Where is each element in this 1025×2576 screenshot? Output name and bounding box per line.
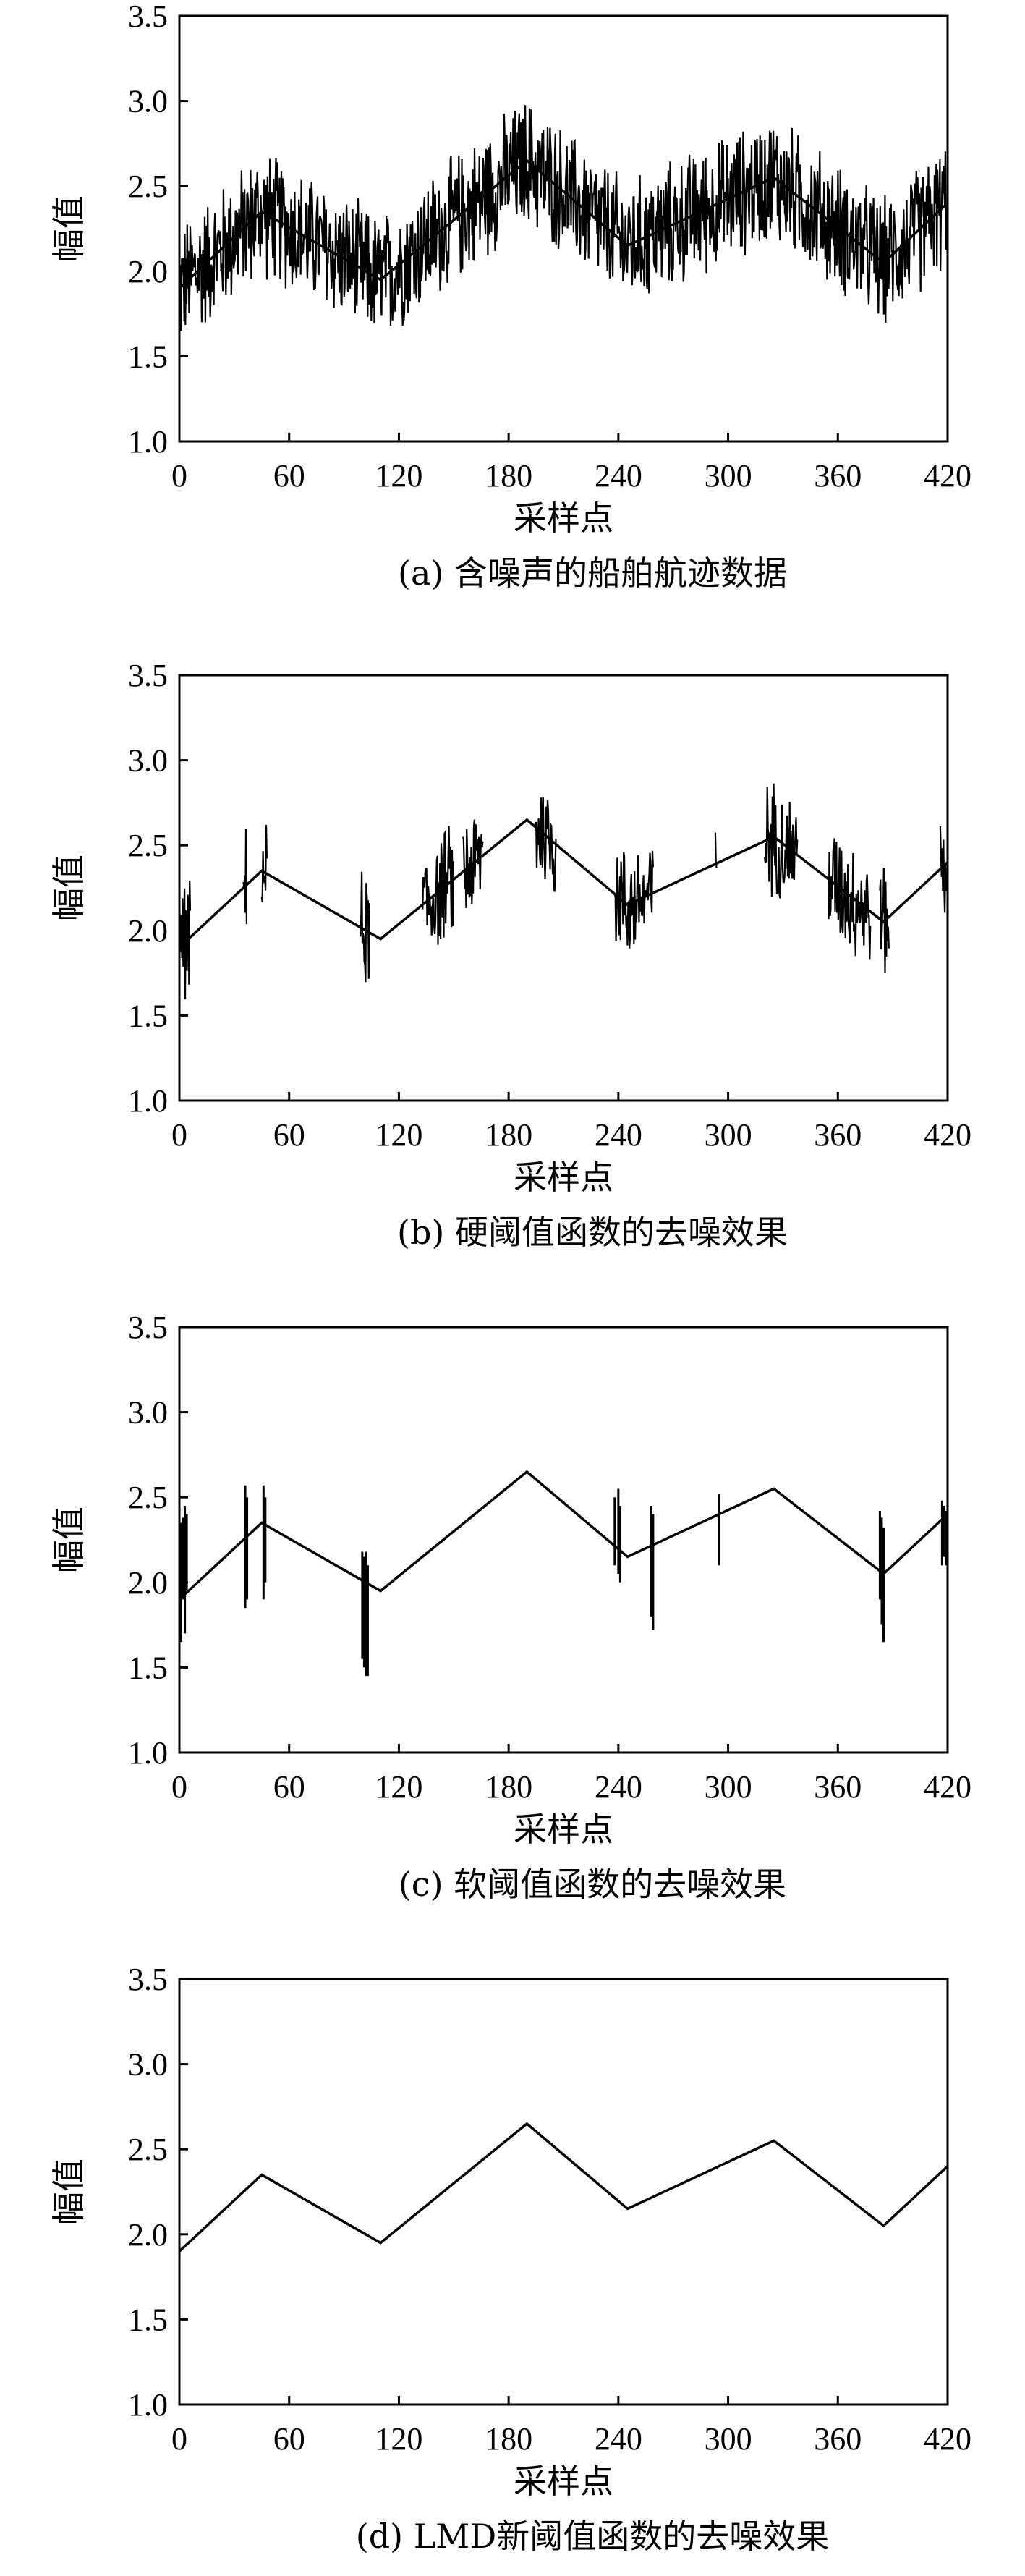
x-tick-label: 60 bbox=[273, 1769, 305, 1805]
noise-cluster-path bbox=[764, 783, 799, 899]
x-tick-label: 0 bbox=[171, 1117, 187, 1153]
y-tick-label: 1.5 bbox=[128, 1650, 168, 1685]
x-tick-label: 360 bbox=[814, 458, 862, 493]
x-tick-label: 60 bbox=[273, 1117, 305, 1153]
chart-panel-1: 1.0 1.5 2.0 2.5 3.0 3.5 0 60 120 180 240 300 360 420 采… bbox=[49, 0, 971, 593]
y-tick-label: 3.0 bbox=[128, 1395, 168, 1431]
x-tick-label: 420 bbox=[924, 1769, 971, 1805]
y-tick-label: 2.0 bbox=[128, 913, 168, 949]
x-axis-label: 采样点 bbox=[514, 1158, 613, 1197]
y-tick-label: 2.5 bbox=[128, 1480, 168, 1515]
y-tick-label: 3.0 bbox=[128, 84, 168, 119]
chart-panel-4: 1.0 1.5 2.0 2.5 3.0 3.5 0 60 120 180 240 300 360 420 采… bbox=[49, 1962, 971, 2556]
noise-cluster-path bbox=[828, 838, 872, 960]
y-tick-label: 1.5 bbox=[128, 998, 168, 1033]
x-tick-label: 60 bbox=[273, 2421, 305, 2457]
x-tick-label: 120 bbox=[375, 1769, 422, 1805]
noise-cluster-path bbox=[422, 826, 454, 945]
y-tick-label: 1.0 bbox=[128, 1735, 168, 1771]
x-tick-label: 120 bbox=[375, 458, 422, 493]
series-line bbox=[178, 2122, 949, 2253]
trend-line bbox=[178, 2122, 949, 2253]
x-tick-label: 180 bbox=[485, 458, 532, 493]
y-tick-label: 1.0 bbox=[128, 2387, 168, 2423]
plot-frame bbox=[178, 1326, 949, 1754]
x-tick-label: 240 bbox=[595, 458, 642, 493]
y-tick-label: 1.0 bbox=[128, 1083, 168, 1119]
y-tick-label: 3.5 bbox=[128, 0, 168, 34]
x-tick-label: 0 bbox=[171, 458, 187, 493]
noise-cluster-path bbox=[260, 824, 268, 903]
x-tick-label: 360 bbox=[814, 1769, 862, 1805]
y-tick-label: 2.0 bbox=[128, 1565, 168, 1601]
noise-cluster-path bbox=[242, 829, 247, 925]
x-axis-label: 采样点 bbox=[514, 2462, 613, 2501]
y-tick-label: 1.5 bbox=[128, 2302, 168, 2337]
noise-cluster-path bbox=[535, 797, 557, 892]
x-tick-label: 0 bbox=[171, 1769, 187, 1805]
chart-caption: (b) 硬阈值函数的去噪效果 bbox=[397, 1213, 788, 1252]
x-tick-label: 300 bbox=[705, 2421, 752, 2457]
y-axis-label: 幅值 bbox=[49, 2158, 88, 2225]
x-axis-label: 采样点 bbox=[514, 1810, 613, 1849]
y-tick-label: 2.0 bbox=[128, 254, 168, 289]
y-tick-label: 2.5 bbox=[128, 169, 168, 204]
x-tick-label: 120 bbox=[375, 1117, 422, 1153]
y-tick-label: 3.5 bbox=[128, 658, 168, 693]
noise-cluster-path bbox=[879, 868, 890, 973]
trend-line bbox=[178, 818, 949, 949]
y-tick-label: 2.5 bbox=[128, 828, 168, 863]
y-tick-label: 3.0 bbox=[128, 2047, 168, 2083]
y-axis-label: 幅值 bbox=[49, 1507, 88, 1573]
x-tick-label: 60 bbox=[273, 458, 305, 493]
series-line bbox=[178, 1470, 949, 1677]
x-tick-label: 300 bbox=[705, 1117, 752, 1153]
x-tick-label: 300 bbox=[705, 458, 752, 493]
x-tick-label: 180 bbox=[485, 1769, 532, 1805]
plot-frame bbox=[178, 1978, 949, 2406]
noise-cluster-path bbox=[462, 819, 484, 908]
x-tick-label: 180 bbox=[485, 1117, 532, 1153]
y-tick-label: 2.0 bbox=[128, 2217, 168, 2253]
x-tick-label: 360 bbox=[814, 1117, 862, 1153]
x-tick-label: 120 bbox=[375, 2421, 422, 2457]
x-tick-label: 420 bbox=[924, 458, 971, 493]
series-line bbox=[178, 783, 949, 999]
x-tick-label: 180 bbox=[485, 2421, 532, 2457]
y-axis-label: 幅值 bbox=[49, 195, 88, 262]
chart-caption: (a) 含噪声的船舶航迹数据 bbox=[398, 554, 787, 593]
y-tick-label: 2.5 bbox=[128, 2132, 168, 2167]
chart-caption: (c) 软阈值函数的去噪效果 bbox=[399, 1865, 786, 1904]
y-axis-label: 幅值 bbox=[49, 855, 88, 921]
x-tick-label: 0 bbox=[171, 2421, 187, 2457]
y-tick-label: 3.5 bbox=[128, 1310, 168, 1345]
x-tick-label: 420 bbox=[924, 2421, 971, 2457]
x-tick-label: 240 bbox=[595, 1117, 642, 1153]
y-tick-label: 3.5 bbox=[128, 1962, 168, 1997]
x-tick-label: 360 bbox=[814, 2421, 862, 2457]
y-tick-label: 1.5 bbox=[128, 339, 168, 374]
x-axis-label: 采样点 bbox=[514, 499, 613, 538]
x-tick-label: 240 bbox=[595, 2421, 642, 2457]
trend-line bbox=[178, 158, 949, 289]
noise-cluster-path bbox=[360, 871, 370, 983]
series-line bbox=[178, 105, 949, 331]
y-tick-label: 1.0 bbox=[128, 424, 168, 459]
x-tick-label: 240 bbox=[595, 1769, 642, 1805]
chart-panel-2: 1.0 1.5 2.0 2.5 3.0 3.5 0 60 120 180 240 300 360 420 采… bbox=[49, 658, 971, 1252]
chart-panel-3: 1.0 1.5 2.0 2.5 3.0 3.5 0 60 120 180 240 300 360 420 采… bbox=[49, 1310, 971, 1904]
chart-caption: (d) LMD新阈值函数的去噪效果 bbox=[356, 2517, 830, 2556]
x-tick-label: 300 bbox=[705, 1769, 752, 1805]
trend-line bbox=[178, 1470, 949, 1601]
plot-frame bbox=[178, 14, 949, 443]
x-tick-label: 420 bbox=[924, 1117, 971, 1153]
y-tick-label: 3.0 bbox=[128, 743, 168, 779]
plot-frame bbox=[178, 674, 949, 1102]
noisy-signal-path bbox=[178, 105, 948, 331]
